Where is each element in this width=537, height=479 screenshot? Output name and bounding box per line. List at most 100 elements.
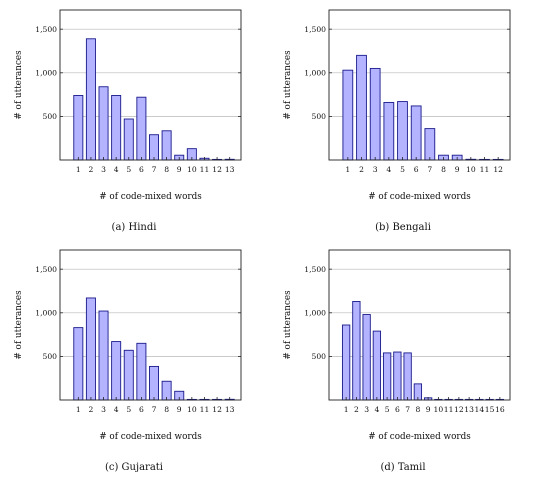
bar <box>362 314 371 401</box>
x-tick-label: 1 <box>76 165 81 174</box>
x-tick-label: 8 <box>441 165 446 174</box>
x-tick-label: 5 <box>126 405 131 414</box>
x-tick-label: 6 <box>139 405 144 414</box>
x-tick-label: 9 <box>177 405 182 414</box>
bar <box>342 69 354 161</box>
x-tick-label: 4 <box>114 405 119 414</box>
bar <box>341 324 351 401</box>
chart-panel-hindi: 500 1,000 1,500 1 2 3 4 5 6 7 8 9 10 11 12 13 # of code-… <box>0 0 268 239</box>
x-tick-label: 12 <box>212 405 222 414</box>
x-tick-label: 12 <box>454 405 464 414</box>
x-tick-label: 16 <box>495 405 505 414</box>
bar <box>383 101 395 161</box>
bar <box>111 341 122 401</box>
x-axis-label: # of code-mixed words <box>368 192 471 202</box>
bar <box>382 352 392 401</box>
x-axis-label: # of code-mixed words <box>99 192 202 202</box>
bar <box>352 301 361 401</box>
bar <box>123 349 134 401</box>
bar <box>410 105 422 161</box>
x-tick-label: 13 <box>225 165 235 174</box>
x-tick-label: 5 <box>385 405 390 414</box>
x-tick-label: 15 <box>485 405 495 414</box>
bar <box>149 134 159 161</box>
bar <box>149 365 159 401</box>
y-axis-label: # of utterances <box>14 290 24 360</box>
x-tick-label: 7 <box>405 405 410 414</box>
x-tick-label: 5 <box>400 165 405 174</box>
y-tick-label: 1,000 <box>304 68 326 77</box>
x-tick-label: 6 <box>414 165 419 174</box>
x-tick-label: 8 <box>164 405 169 414</box>
bar <box>73 327 84 401</box>
x-tick-label: 2 <box>359 165 364 174</box>
x-tick-label: 12 <box>212 165 222 174</box>
y-tick-label: 1,500 <box>304 265 326 274</box>
x-tick-label: 9 <box>426 405 431 414</box>
x-tick-label: 11 <box>200 405 210 414</box>
x-tick-label: 3 <box>373 165 378 174</box>
x-tick-label: 10 <box>187 165 197 174</box>
x-tick-label: 14 <box>475 405 485 414</box>
y-tick-label: 500 <box>43 112 58 121</box>
y-axis-label: # of utterances <box>283 50 293 120</box>
x-tick-label: 1 <box>76 405 81 414</box>
caption-hindi: (a) Hindi <box>111 222 157 233</box>
x-tick-label: 10 <box>434 405 444 414</box>
bar <box>136 342 147 401</box>
x-tick-label: 7 <box>152 165 157 174</box>
bar <box>369 67 381 161</box>
x-tick-label: 2 <box>89 405 94 414</box>
chart-panel-gujarati: 500 1,000 1,500 1 2 3 4 5 6 7 8 9 10 11 12 13 # of code-… <box>0 240 268 479</box>
x-tick-label: 11 <box>444 405 454 414</box>
y-tick-label: 1,000 <box>35 68 57 77</box>
plot-frame <box>59 249 242 401</box>
y-tick-label: 500 <box>43 352 58 361</box>
y-tick-label: 1,000 <box>35 308 57 317</box>
caption-tamil: (d) Tamil <box>380 462 426 473</box>
x-tick-label: 3 <box>364 405 369 414</box>
y-tick-label: 500 <box>312 112 327 121</box>
chart-panel-bengali: 500 1,000 1,500 1 2 3 4 5 6 7 8 9 10 11 12 # of code-mi… <box>269 0 537 239</box>
x-tick-label: 4 <box>114 165 119 174</box>
x-tick-label: 1 <box>344 405 349 414</box>
x-tick-label: 9 <box>177 165 182 174</box>
bar <box>123 118 134 161</box>
y-axis-label: # of utterances <box>283 290 293 360</box>
x-tick-label: 8 <box>164 165 169 174</box>
bar <box>161 130 172 161</box>
x-tick-label: 4 <box>386 165 391 174</box>
x-tick-label: 7 <box>152 405 157 414</box>
caption-bengali: (b) Bengali <box>375 222 431 233</box>
y-tick-label: 500 <box>312 352 327 361</box>
x-tick-label: 3 <box>101 405 106 414</box>
x-tick-label: 8 <box>415 405 420 414</box>
bar <box>356 54 367 161</box>
y-tick-label: 1,500 <box>35 265 57 274</box>
x-tick-label: 11 <box>200 165 210 174</box>
bar <box>85 38 96 161</box>
x-tick-label: 2 <box>354 405 359 414</box>
bar <box>397 101 408 161</box>
y-axis-label: # of utterances <box>14 50 24 120</box>
bar <box>393 351 402 401</box>
bar <box>85 297 96 401</box>
bar <box>73 95 84 161</box>
x-tick-label: 7 <box>427 165 432 174</box>
y-tick-label: 1,500 <box>304 25 326 34</box>
x-axis-label: # of code-mixed words <box>368 432 471 442</box>
x-tick-label: 3 <box>101 165 106 174</box>
x-tick-label: 11 <box>480 165 490 174</box>
x-tick-label: 5 <box>126 165 131 174</box>
x-tick-label: 10 <box>187 405 197 414</box>
bar <box>372 330 382 401</box>
x-tick-label: 2 <box>89 165 94 174</box>
y-tick-label: 1,000 <box>304 308 326 317</box>
x-tick-label: 6 <box>395 405 400 414</box>
x-tick-label: 10 <box>466 165 476 174</box>
